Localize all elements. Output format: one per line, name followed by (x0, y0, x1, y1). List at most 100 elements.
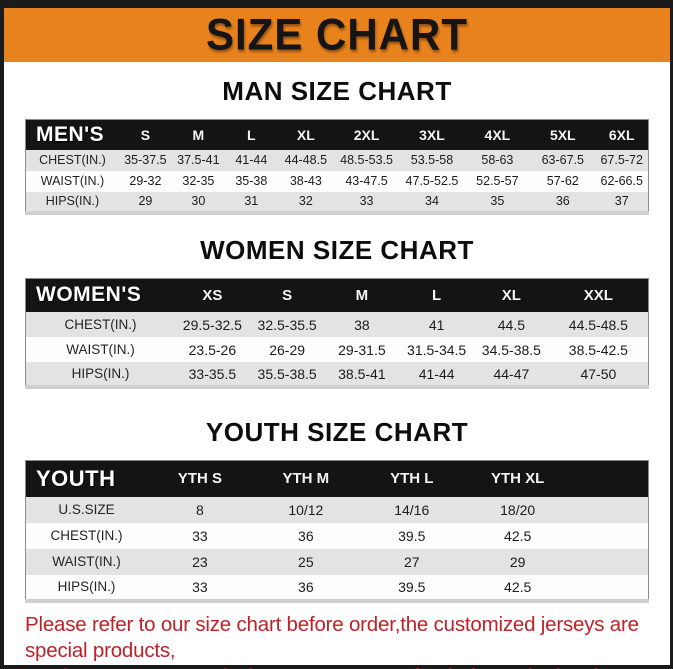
row-label: CHEST(IN.) (25, 312, 176, 337)
youth-col-l: YTH L (358, 460, 465, 497)
size-value-cell: 30 (171, 191, 225, 213)
youth-size-table: YOUTH YTH S YTH M YTH L YTH XL U.S.SIZE … (25, 460, 649, 603)
size-value-cell: 35-38 (224, 170, 278, 192)
filler-cell (570, 522, 649, 549)
men-section-heading: MAN SIZE CHART (222, 76, 452, 106)
title-banner: SIZE CHART (4, 8, 670, 62)
row-label: HIPS(IN.) (25, 362, 176, 387)
page-title: SIZE CHART (206, 9, 468, 60)
size-value-cell: 67.5-72 (595, 149, 649, 171)
size-value-cell: 35-37.5 (118, 149, 172, 171)
size-value-cell: 35 (464, 191, 531, 213)
size-value-cell: 63-67.5 (530, 149, 596, 171)
row-label: HIPS(IN.) (25, 574, 147, 601)
women-table-label: WOMEN'S (25, 278, 176, 312)
men-col-5xl: 5XL (530, 119, 596, 150)
women-col-xs: XS (175, 278, 250, 312)
size-value-cell: 42.5 (464, 574, 571, 601)
size-value-cell: 44.5 (474, 312, 549, 337)
size-value-cell: 44-47 (474, 362, 549, 387)
youth-table-label: YOUTH (25, 460, 147, 497)
size-value-cell: 23 (146, 548, 253, 575)
size-value-cell: 52.5-57 (464, 170, 531, 192)
youth-section-heading: YOUTH SIZE CHART (205, 417, 469, 447)
size-value-cell: 29-31.5 (324, 337, 400, 362)
row-label: U.S.SIZE (25, 496, 147, 523)
men-hips-row: HIPS(IN.) 29 30 31 32 33 34 35 36 37 (25, 191, 649, 213)
women-col-l: L (399, 278, 475, 312)
size-value-cell: 38 (324, 312, 400, 337)
size-value-cell: 25 (252, 548, 359, 575)
women-section-heading: WOMEN SIZE CHART (200, 234, 474, 265)
filler-cell (570, 460, 649, 497)
size-value-cell: 34.5-38.5 (474, 337, 549, 362)
size-value-cell: 31.5-34.5 (399, 337, 475, 362)
size-value-cell: 53.5-58 (399, 149, 465, 171)
size-value-cell: 47-50 (548, 362, 649, 387)
women-col-m: M (324, 278, 400, 312)
men-waist-row: WAIST(IN.) 29-32 32-35 35-38 38-43 43-47… (25, 170, 649, 192)
size-value-cell: 31 (224, 191, 278, 213)
size-value-cell: 14/16 (358, 496, 465, 523)
size-value-cell: 32.5-35.5 (249, 312, 325, 337)
men-size-table: MEN'S S M L XL 2XL 3XL 4XL 5XL 6XL CHEST… (25, 119, 649, 215)
size-value-cell: 57-62 (530, 170, 596, 192)
size-value-cell: 32-35 (171, 170, 225, 192)
youth-col-xl: YTH XL (464, 460, 571, 497)
youth-ussize-row: U.S.SIZE 8 10/12 14/16 18/20 (25, 496, 649, 523)
row-label: WAIST(IN.) (25, 548, 147, 575)
size-value-cell: 39.5 (358, 574, 465, 601)
size-value-cell: 10/12 (252, 496, 359, 523)
footer-line-2: we don't accept cancel, change, teturn o… (25, 664, 649, 669)
row-label: WAIST(IN.) (25, 170, 119, 192)
men-col-2xl: 2XL (333, 119, 400, 150)
women-header-row: WOMEN'S XS S M L XL XXL (25, 278, 649, 312)
size-value-cell: 33-35.5 (175, 362, 250, 387)
row-label: CHEST(IN.) (25, 149, 119, 171)
footer-line-1: Please refer to our size chart before or… (25, 612, 639, 662)
men-col-s: S (118, 119, 172, 150)
size-value-cell: 29 (118, 191, 172, 213)
size-value-cell: 44.5-48.5 (548, 312, 649, 337)
size-value-cell: 43-47.5 (333, 170, 400, 192)
men-col-l: L (224, 119, 278, 150)
size-value-cell: 44-48.5 (277, 149, 334, 171)
youth-hips-row: HIPS(IN.) 33 36 39.5 42.5 (25, 574, 649, 601)
size-value-cell: 47.5-52.5 (399, 170, 465, 192)
size-value-cell: 38.5-41 (324, 362, 400, 387)
men-header-row: MEN'S S M L XL 2XL 3XL 4XL 5XL 6XL (25, 119, 649, 150)
men-col-m: M (171, 119, 225, 150)
size-value-cell: 41-44 (224, 149, 278, 171)
size-value-cell: 33 (146, 574, 253, 601)
content-area: MAN SIZE CHART MEN'S S M L XL 2XL 3XL 4X… (4, 76, 670, 603)
women-chest-row: CHEST(IN.) 29.5-32.5 32.5-35.5 38 41 44.… (25, 312, 649, 337)
size-value-cell: 42.5 (464, 522, 571, 549)
men-col-3xl: 3XL (399, 119, 465, 150)
size-value-cell: 29.5-32.5 (175, 312, 250, 337)
size-value-cell: 38.5-42.5 (548, 337, 649, 362)
men-col-xl: XL (277, 119, 334, 150)
size-value-cell: 37 (595, 191, 649, 213)
footer-note: Please refer to our size chart before or… (4, 612, 670, 669)
size-value-cell: 33 (333, 191, 400, 213)
size-value-cell: 33 (146, 522, 253, 549)
women-hips-row: HIPS(IN.) 33-35.5 35.5-38.5 38.5-41 41-4… (25, 362, 649, 387)
size-value-cell: 41 (399, 312, 475, 337)
size-value-cell: 36 (252, 574, 359, 601)
size-value-cell: 38-43 (277, 170, 334, 192)
women-size-table: WOMEN'S XS S M L XL XXL CHEST(IN.) 29.5-… (25, 277, 649, 389)
size-value-cell: 48.5-53.5 (333, 149, 400, 171)
size-value-cell: 35.5-38.5 (249, 362, 325, 387)
youth-col-s: YTH S (146, 460, 253, 497)
women-col-s: S (249, 278, 325, 312)
men-table-label: MEN'S (25, 119, 119, 150)
men-col-4xl: 4XL (464, 119, 531, 150)
size-value-cell: 18/20 (464, 496, 571, 523)
filler-cell (570, 574, 649, 601)
row-label: CHEST(IN.) (25, 522, 147, 549)
size-value-cell: 41-44 (399, 362, 475, 387)
size-value-cell: 34 (399, 191, 465, 213)
row-label: HIPS(IN.) (25, 191, 119, 213)
filler-cell (570, 496, 649, 523)
